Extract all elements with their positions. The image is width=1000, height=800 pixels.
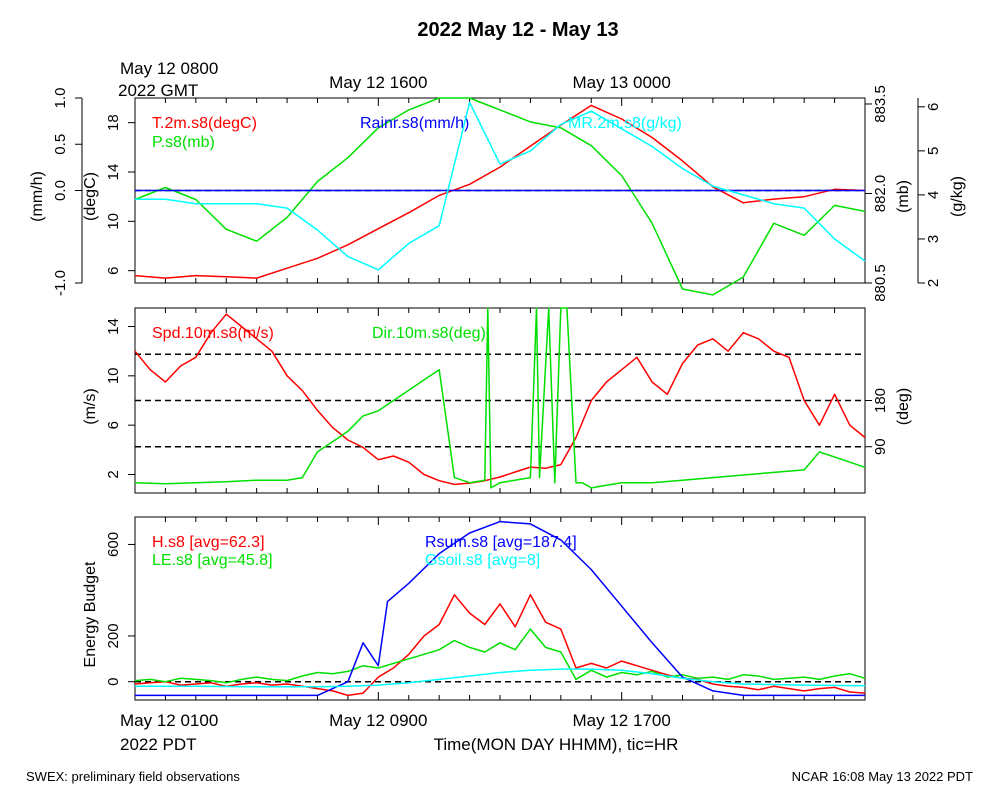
legend-label: Rsum.s8 [avg=187.4] <box>425 534 577 551</box>
legend-label: Rainr.s8(mm/h) <box>360 115 469 132</box>
y-tick-label-rain: -1.0 <box>52 270 69 296</box>
series-line <box>134 313 866 486</box>
axis-flux: 0 200 600 Energy Budget <box>82 532 135 686</box>
axis-spd: 2 6 10 14 (m/s) <box>82 318 135 479</box>
y-tick-label-rain: 1.0 <box>52 88 69 109</box>
axis-rain: -1.0 0.0 0.5 1.0 (mm/h) <box>29 88 83 296</box>
legend-label: Gsoil.s8 [avg=8] <box>425 552 540 569</box>
chart-title: 2022 May 12 - May 13 <box>417 19 618 41</box>
series-line <box>135 520 865 697</box>
bottom-date-line2: 2022 PDT <box>120 735 197 754</box>
legend-label: Spd.10m.s8(m/s) <box>152 325 274 342</box>
y-tick-label-mr: 3 <box>925 235 942 243</box>
legend-label: LE.s8 [avg=45.8] <box>152 552 273 569</box>
series-2-1: Spd.10m.s8(m/s) <box>134 313 866 486</box>
series-1-2: P.s8(mb) <box>134 97 866 296</box>
y-tick-label-temp: 18 <box>105 114 122 131</box>
series-line <box>135 101 866 271</box>
axis-pres: 880.5 882.0 883.5 (mb) <box>865 85 912 302</box>
legend-label: MR.2m.s8(g/kg) <box>568 115 682 132</box>
y-tick-label-spd: 6 <box>105 421 122 429</box>
y-tick-label-spd: 10 <box>105 367 122 384</box>
y-tick-label-rain: 0.0 <box>52 180 69 201</box>
y-tick-label-flux: 0 <box>105 678 122 686</box>
y-tick-label-temp: 10 <box>105 213 122 230</box>
legend-label: Dir.10m.s8(deg) <box>372 325 486 342</box>
y-axis-label-flux: Energy Budget <box>82 561 99 667</box>
y-tick-label-temp: 14 <box>105 164 122 181</box>
y-tick-label-spd: 2 <box>105 470 122 478</box>
series-3-4: Gsoil.s8 [avg=8] <box>135 552 866 688</box>
x-axis-label: Time(MON DAY HHMM), tic=HR <box>434 735 679 754</box>
series-line <box>134 104 866 279</box>
y-tick-label-pres: 880.5 <box>872 264 889 302</box>
y-axis-label-spd: (m/s) <box>82 388 99 424</box>
y-tick-label-pres: 883.5 <box>872 85 889 123</box>
top-date-line1: May 12 0800 <box>120 59 218 78</box>
footer-left: SWEX: preliminary field observations <box>26 769 240 784</box>
y-tick-label-temp: 6 <box>105 266 122 274</box>
y-tick-label-mr: 4 <box>925 191 942 199</box>
y-tick-label-mr: 5 <box>925 147 942 155</box>
series-3-2: LE.s8 [avg=45.8] <box>134 552 866 684</box>
series-1-3: Rainr.s8(mm/h) <box>135 115 865 192</box>
axis-dir: 90 180 (deg) <box>865 388 912 455</box>
series-line <box>134 628 866 684</box>
panel-3: 0 200 600 Energy Budget H.s8 [avg=62.3]LE.s8… <box>82 516 866 701</box>
panel-1: -1.0 0.0 0.5 1.0 (mm/h) 6 10 14 18 (degC) 880.5 882… <box>29 85 966 302</box>
y-tick-label-flux: 600 <box>105 532 122 557</box>
series-3-1: H.s8 [avg=62.3] <box>134 534 866 697</box>
legend-label: P.s8(mb) <box>152 134 215 151</box>
y-tick-label-mr: 2 <box>925 279 942 287</box>
series-line <box>134 307 866 489</box>
y-axis-label-pres: (mb) <box>895 180 912 213</box>
legend-label: H.s8 [avg=62.3] <box>152 534 265 551</box>
y-axis-label-mr: (g/kg) <box>949 176 966 217</box>
y-tick-label-pres: 882.0 <box>872 175 889 213</box>
y-tick-label-mr: 6 <box>925 103 942 111</box>
legend-label: T.2m.s8(degC) <box>152 115 257 132</box>
series-line <box>134 594 866 697</box>
y-axis-label-rain: (mm/h) <box>29 171 46 222</box>
series-3-3: Rsum.s8 [avg=187.4] <box>135 520 865 697</box>
top-time-tick-label: May 13 0000 <box>573 73 671 92</box>
series-1-1: T.2m.s8(degC) <box>134 104 866 279</box>
series-line <box>135 668 866 688</box>
y-tick-label-dir: 90 <box>872 438 889 455</box>
panel-2: 2 6 10 14 (m/s) 90 180 (deg) Spd.10m.s8(m/s) Dir.… <box>82 307 912 494</box>
y-tick-label-spd: 14 <box>105 318 122 335</box>
y-axis-label-temp: (degC) <box>82 172 99 221</box>
series-line <box>134 97 866 296</box>
bottom-time-tick-label: May 12 1700 <box>573 711 671 730</box>
bottom-time-tick-label: May 12 0900 <box>329 711 427 730</box>
top-time-tick-label: May 12 1600 <box>329 73 427 92</box>
footer-right: NCAR 16:08 May 13 2022 PDT <box>792 769 973 784</box>
series-2-2: Dir.10m.s8(deg) <box>134 307 866 489</box>
bottom-date-line1: May 12 0100 <box>120 711 218 730</box>
y-tick-label-rain: 0.5 <box>52 134 69 155</box>
y-axis-label-dir: (deg) <box>895 388 912 425</box>
y-tick-label-flux: 200 <box>105 623 122 648</box>
axis-temp: 6 10 14 18 (degC) <box>82 114 135 275</box>
series-1-4: MR.2m.s8(g/kg) <box>135 101 866 271</box>
axis-mr: 2 3 4 5 6 (g/kg) <box>917 98 966 287</box>
top-date-line2: 2022 GMT <box>118 81 198 100</box>
y-tick-label-dir: 180 <box>872 388 889 413</box>
